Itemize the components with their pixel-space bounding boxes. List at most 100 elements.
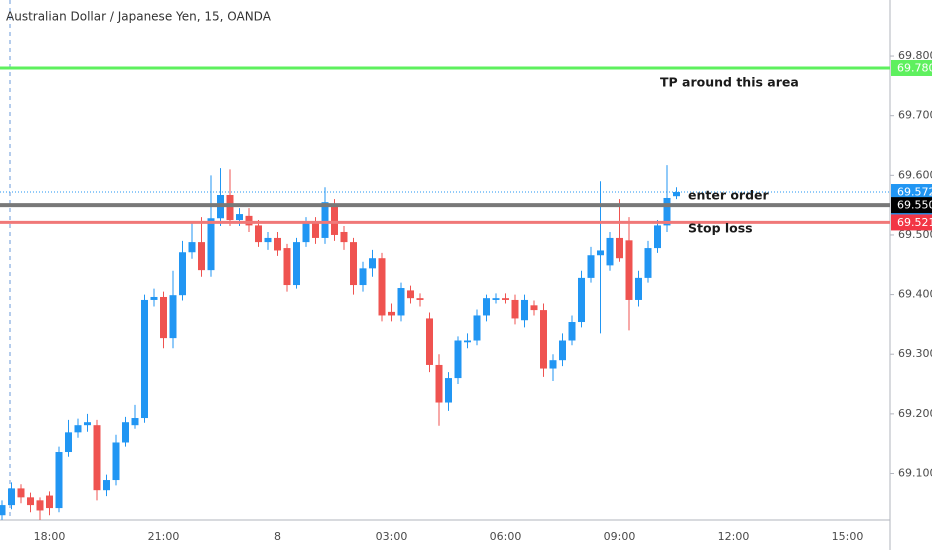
candle-body — [597, 250, 604, 256]
candle-body — [245, 215, 253, 226]
candle-body — [55, 452, 63, 509]
y-tick-label: 69.400 — [898, 288, 932, 301]
candle-body — [435, 364, 443, 403]
candle-body — [511, 299, 519, 319]
price-label: 69.780 — [897, 61, 932, 74]
candle-body — [27, 497, 34, 506]
candle-body — [644, 248, 652, 278]
candle-body — [397, 288, 405, 316]
x-tick-label: 06:00 — [490, 530, 522, 543]
annotation: TP around this area — [660, 75, 799, 90]
candle-body — [255, 225, 262, 243]
candle-body — [8, 488, 15, 506]
y-tick-label: 69.300 — [898, 347, 932, 360]
candle-body — [540, 310, 547, 369]
candle-body — [150, 296, 158, 300]
x-tick-label: 18:00 — [34, 530, 66, 543]
candle-body — [654, 225, 661, 249]
price-label: 69.550 — [897, 199, 932, 212]
candle-body — [530, 305, 538, 311]
candle-body — [549, 360, 557, 369]
candle-body — [388, 311, 395, 316]
candle-body — [587, 255, 595, 278]
candle-body — [207, 218, 215, 271]
candle-body — [350, 242, 357, 286]
candle-body — [568, 322, 576, 341]
candle-body — [17, 488, 25, 498]
x-tick-label: 21:00 — [148, 530, 180, 543]
candle-body — [492, 298, 500, 300]
candle-body — [198, 242, 205, 271]
price-label: 69.572 — [897, 186, 932, 199]
candle-body — [445, 378, 452, 403]
candle-body — [131, 418, 139, 426]
price-label-bg — [891, 197, 932, 214]
candle-body — [122, 422, 129, 443]
candle-body — [502, 298, 509, 300]
candle-body — [302, 222, 310, 243]
price-label-bg — [891, 214, 932, 231]
candle-body — [663, 197, 671, 226]
candle-body — [226, 195, 234, 221]
candle-body — [179, 252, 186, 296]
candle-body — [464, 340, 471, 343]
y-tick-label: 69.700 — [898, 109, 932, 122]
candle-body — [359, 268, 367, 286]
candle-body — [236, 214, 243, 221]
candle-body — [416, 298, 424, 300]
candle-body — [673, 192, 680, 197]
y-tick-label: 69.500 — [898, 228, 932, 241]
candle-body — [160, 296, 167, 339]
price-label: 69.521 — [897, 216, 932, 229]
x-tick-label: 03:00 — [376, 530, 408, 543]
y-tick-label: 69.200 — [898, 407, 932, 420]
annotation: enter order — [688, 188, 770, 203]
candle-body — [46, 495, 53, 509]
candle-body — [559, 340, 566, 361]
candle-body — [521, 299, 528, 321]
candle-body — [340, 231, 348, 243]
candle-body — [407, 290, 414, 299]
plot — [0, 66, 890, 520]
candle-body — [473, 315, 481, 341]
candle-body — [103, 480, 110, 491]
x-tick-label: 15:00 — [832, 530, 864, 543]
candle-body — [65, 432, 72, 453]
candle-body — [331, 205, 338, 235]
candle-body — [36, 500, 44, 511]
candle-body — [369, 258, 376, 269]
candle-body — [74, 425, 82, 433]
x-tick-label: 12:00 — [718, 530, 750, 543]
candle-body — [0, 505, 6, 516]
candle-body — [454, 340, 462, 379]
candle-body — [169, 295, 177, 339]
candle-body — [141, 299, 148, 419]
y-tick-label: 69.800 — [898, 49, 932, 62]
chart-title: Australian Dollar / Japanese Yen, 15, OA… — [6, 10, 272, 24]
candle-body — [578, 277, 585, 323]
candle-body — [112, 442, 120, 481]
y-tick-label: 69.600 — [898, 168, 932, 181]
x-tick-label: 09:00 — [604, 530, 636, 543]
candle-body — [483, 298, 490, 316]
candle-body — [274, 237, 281, 251]
candle-body — [312, 222, 319, 238]
price-label-bg — [891, 59, 932, 76]
candle-body — [283, 248, 291, 286]
x-tick-label: 8 — [274, 530, 281, 543]
candle-body — [321, 202, 329, 238]
candle-body — [188, 242, 196, 253]
annotation: Stop loss — [688, 221, 753, 236]
candle-body — [616, 237, 623, 259]
candle-body — [264, 237, 272, 243]
candle-body — [625, 240, 633, 300]
candle-body — [84, 422, 91, 426]
candle-body — [293, 242, 300, 286]
candle-body — [378, 258, 386, 316]
candle-body — [606, 237, 614, 266]
candle-body — [635, 277, 642, 300]
candle-body — [93, 425, 101, 491]
candle-body — [426, 318, 433, 365]
